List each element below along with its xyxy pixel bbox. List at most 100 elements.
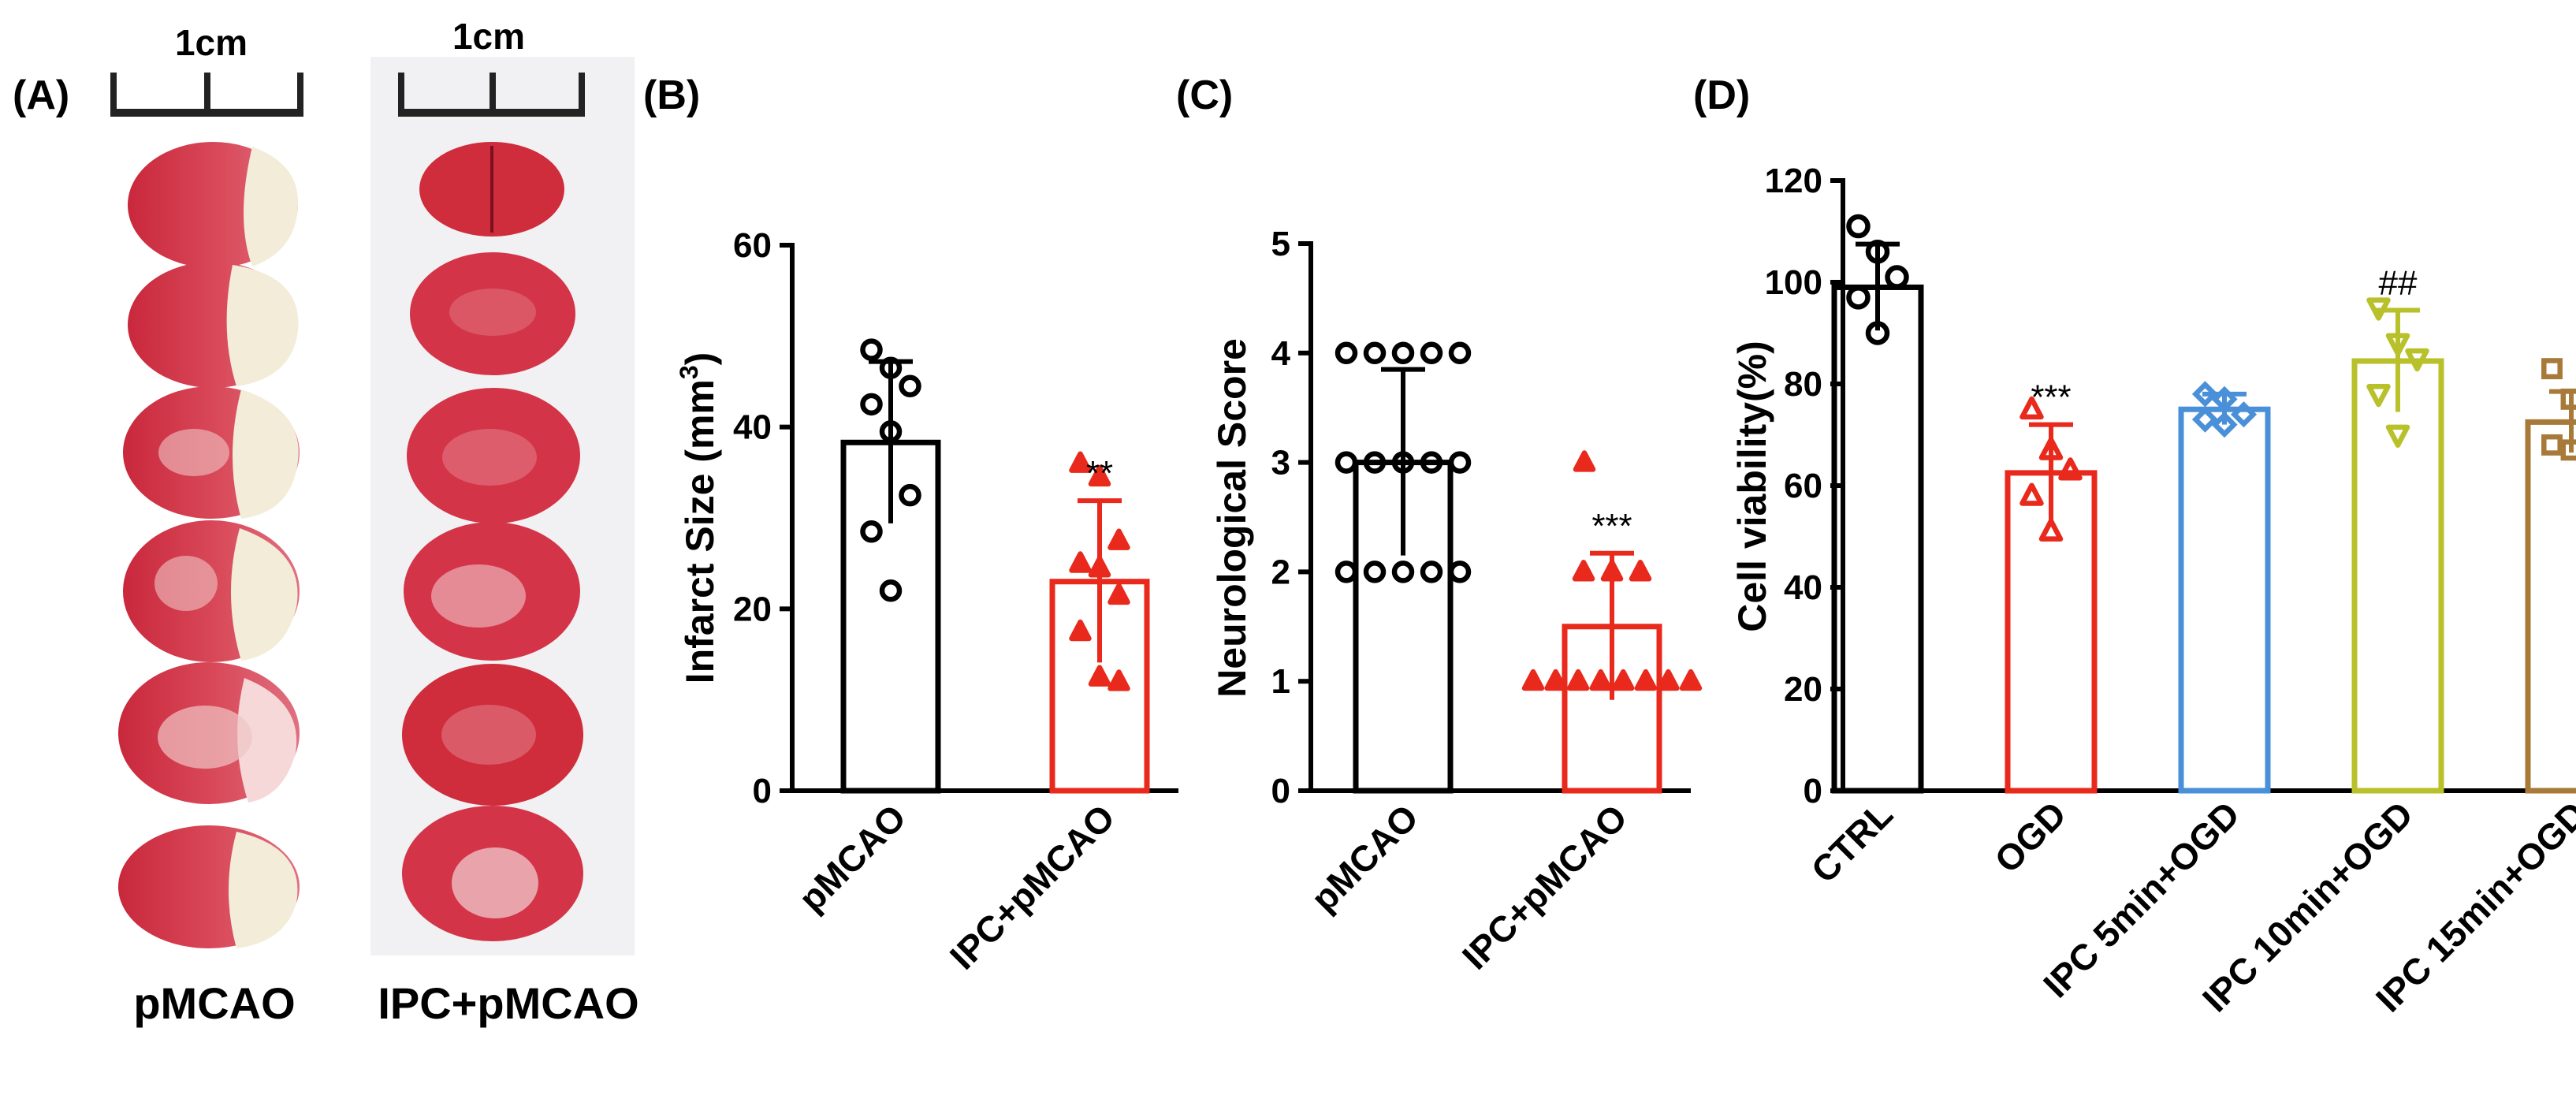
data-point — [879, 579, 903, 602]
data-point — [1865, 321, 1890, 345]
data-point — [1069, 619, 1092, 642]
y-axis-label-main: Neurological Score — [1210, 338, 1254, 698]
data-point — [1107, 669, 1130, 691]
y-tick-label: 4 — [1271, 334, 1291, 373]
data-point — [1391, 341, 1415, 365]
y-tick-label: 2 — [1271, 553, 1290, 591]
data-point — [1846, 214, 1871, 239]
panel-b-infarct-size: (B) 0 20 40 60 Infarct Size (mm3) pMCAO ** IPC+… — [643, 73, 1178, 978]
panel-a-label: (A) — [13, 73, 69, 118]
data-point — [2560, 388, 2576, 410]
data-point — [1566, 669, 1590, 691]
data-point — [2405, 348, 2429, 372]
data-point — [2385, 333, 2410, 356]
slices-pmcao — [118, 142, 300, 948]
bar — [1831, 284, 1924, 794]
data-point — [1448, 561, 1472, 583]
plot-b: 0 20 40 60 Infarct Size (mm3) pMCAO ** IPC+pMCA… — [675, 226, 1178, 978]
data-point — [1391, 451, 1415, 474]
data-point — [2366, 384, 2391, 408]
y-tick-label: 1 — [1271, 662, 1290, 701]
data-point — [2560, 439, 2576, 461]
group-label-ipc-pmcao: IPC+pMCAO — [378, 978, 638, 1028]
data-point — [2058, 457, 2083, 481]
data-point — [2038, 518, 2064, 542]
data-point — [879, 420, 903, 443]
slices-ipc-pmcao — [402, 142, 583, 941]
y-axis-label-main: Infarct Size (mm — [678, 379, 722, 683]
y-tick-label: 120 — [1765, 162, 1822, 200]
y-tick-label: 20 — [733, 590, 772, 628]
data-point — [1107, 528, 1130, 550]
data-point — [860, 393, 883, 416]
panel-a-brain-slices: (A) 1cm pMCAO 1cm — [13, 16, 639, 1028]
data-point — [1448, 451, 1472, 474]
y-tick-label: 0 — [1804, 772, 1822, 810]
group-label-pmcao: pMCAO — [133, 978, 295, 1028]
data-point — [1448, 341, 1472, 365]
data-point — [1420, 341, 1443, 365]
data-point — [1363, 561, 1387, 583]
y-tick-label: 40 — [1784, 568, 1822, 607]
data-point — [1589, 669, 1612, 691]
data-point — [2211, 385, 2238, 412]
data-point — [1420, 451, 1443, 474]
data-point — [1420, 561, 1443, 583]
data-point — [1363, 341, 1387, 365]
data-point — [2385, 424, 2410, 448]
data-point — [2230, 401, 2258, 428]
data-point — [1088, 665, 1111, 687]
data-point — [1612, 669, 1635, 691]
data-point — [1069, 551, 1092, 573]
data-point — [1335, 341, 1358, 365]
data-point — [860, 338, 883, 361]
data-point — [2019, 396, 2044, 420]
y-tick-label: 40 — [733, 408, 772, 447]
y-tick-label: 60 — [1784, 467, 1822, 505]
data-point — [2541, 358, 2563, 380]
data-point — [1335, 561, 1358, 583]
data-point — [1107, 583, 1130, 605]
significance-label: ** — [1086, 454, 1113, 493]
category-label: pMCAO — [1303, 796, 1426, 919]
scale-bar-right: 1cm — [398, 16, 585, 117]
scale-bar-label-right: 1cm — [452, 16, 525, 57]
y-tick-label: 3 — [1271, 444, 1290, 482]
data-point — [1335, 451, 1358, 474]
data-point — [879, 356, 903, 379]
data-point — [899, 483, 921, 507]
y-axis-label-superscript: 3 — [675, 365, 703, 379]
significance-label: ## — [2379, 263, 2418, 302]
data-point — [1629, 560, 1652, 582]
y-tick-label: 100 — [1765, 263, 1822, 302]
data-point — [1679, 669, 1703, 691]
y-axis-label-main: Cell viability(%) — [1730, 341, 1774, 632]
plot-c: 0 1 2 3 4 5 Neurological Score pMCAO *** IPC+pMCA… — [1210, 225, 1703, 978]
bar — [2525, 419, 2576, 794]
data-point — [1544, 669, 1567, 691]
data-point — [1069, 451, 1092, 473]
data-point — [2541, 434, 2563, 456]
bar — [2178, 406, 2271, 794]
panel-c-label: (C) — [1176, 73, 1233, 118]
data-point — [2366, 297, 2391, 321]
y-axis-label: Neurological Score — [1210, 338, 1254, 698]
y-axis-label: Cell viability(%) — [1730, 341, 1774, 632]
data-point — [1088, 464, 1111, 487]
y-tick-label: 0 — [753, 772, 772, 810]
data-point — [1865, 240, 1890, 264]
category-label: pMCAO — [791, 796, 914, 919]
y-axis-label: Infarct Size (mm3) — [675, 352, 722, 684]
data-point — [1521, 669, 1545, 691]
data-point — [899, 374, 921, 398]
data-point — [2191, 406, 2219, 433]
scale-bar-left: 1cm — [110, 22, 303, 117]
y-tick-label: 5 — [1271, 225, 1290, 263]
category-label: IPC+pMCAO — [942, 796, 1122, 977]
data-point — [1363, 451, 1387, 474]
data-point — [1600, 560, 1624, 582]
y-axis-label-close: ) — [678, 352, 722, 366]
y-tick-label: 60 — [733, 226, 772, 265]
category-label: OGD — [1986, 793, 2074, 881]
